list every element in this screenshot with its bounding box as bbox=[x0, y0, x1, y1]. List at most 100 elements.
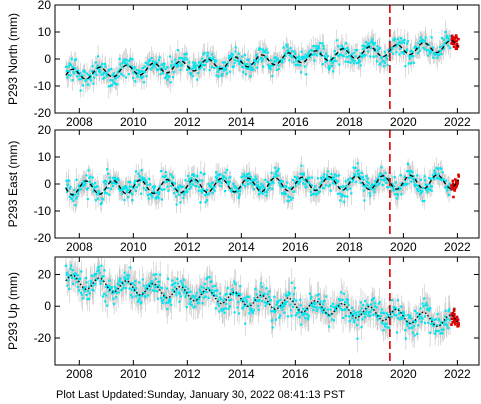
data-point bbox=[183, 190, 186, 193]
data-point bbox=[403, 175, 406, 179]
data-point bbox=[154, 277, 157, 281]
data-point bbox=[215, 59, 218, 62]
data-point bbox=[186, 68, 189, 71]
data-point bbox=[114, 179, 117, 182]
data-point bbox=[291, 50, 294, 53]
data-point bbox=[416, 52, 420, 55]
data-point bbox=[377, 302, 380, 305]
data-point bbox=[269, 182, 272, 185]
data-point bbox=[245, 173, 249, 176]
data-point bbox=[152, 187, 156, 190]
data-point bbox=[386, 186, 389, 189]
data-point bbox=[411, 326, 414, 329]
data-point bbox=[400, 51, 403, 54]
data-point bbox=[385, 178, 388, 181]
x-tick-label: 2022 bbox=[444, 240, 471, 254]
data-point bbox=[173, 187, 176, 190]
data-point bbox=[246, 63, 249, 66]
data-point bbox=[227, 183, 230, 186]
data-point bbox=[260, 60, 264, 63]
data-point bbox=[281, 308, 284, 311]
data-point bbox=[414, 321, 417, 324]
data-point bbox=[292, 178, 295, 182]
data-point bbox=[187, 291, 190, 294]
data-point bbox=[195, 185, 198, 188]
data-point bbox=[407, 316, 411, 319]
data-point bbox=[250, 308, 253, 311]
data-point bbox=[78, 74, 82, 77]
data-point bbox=[387, 180, 390, 183]
data-point bbox=[218, 292, 222, 295]
data-point bbox=[295, 59, 298, 62]
data-point bbox=[296, 312, 299, 315]
data-point bbox=[195, 291, 198, 295]
data-point bbox=[329, 189, 332, 192]
data-point bbox=[386, 64, 389, 67]
data-point bbox=[205, 188, 209, 192]
data-point bbox=[201, 292, 205, 295]
data-point bbox=[363, 315, 366, 319]
data-point bbox=[119, 277, 122, 280]
data-point bbox=[86, 297, 89, 301]
y-tick-label: 20 bbox=[38, 267, 52, 281]
data-point bbox=[443, 315, 447, 318]
data-point bbox=[107, 85, 110, 88]
data-point bbox=[83, 69, 86, 72]
data-point bbox=[275, 303, 278, 306]
data-point bbox=[209, 56, 212, 60]
data-point bbox=[102, 77, 105, 80]
data-point bbox=[139, 178, 143, 181]
data-point bbox=[360, 307, 363, 310]
data-point bbox=[78, 188, 81, 191]
data-point bbox=[354, 174, 357, 177]
data-point bbox=[143, 177, 146, 180]
data-point bbox=[344, 60, 347, 63]
data-point bbox=[372, 297, 376, 300]
data-point bbox=[227, 307, 230, 310]
data-point bbox=[102, 275, 105, 278]
data-point bbox=[318, 302, 321, 305]
data-point bbox=[181, 185, 184, 189]
data-point bbox=[397, 186, 400, 189]
data-point bbox=[332, 70, 335, 73]
data-point bbox=[337, 45, 340, 48]
data-point bbox=[186, 190, 189, 193]
data-point bbox=[437, 329, 440, 333]
data-point bbox=[308, 50, 311, 53]
data-point bbox=[399, 316, 403, 319]
data-point bbox=[90, 280, 93, 283]
data-point bbox=[410, 180, 413, 183]
data-point bbox=[347, 178, 350, 181]
data-point bbox=[172, 282, 175, 286]
data-point bbox=[68, 195, 71, 198]
data-point bbox=[299, 304, 302, 307]
data-point bbox=[355, 61, 359, 65]
data-point bbox=[192, 61, 195, 64]
data-point bbox=[426, 304, 429, 307]
data-point bbox=[400, 305, 403, 308]
data-point bbox=[105, 180, 108, 183]
data-point bbox=[215, 171, 218, 174]
data-point bbox=[447, 310, 450, 313]
data-point bbox=[122, 186, 125, 189]
data-point bbox=[72, 70, 75, 74]
data-point bbox=[118, 278, 121, 282]
y-tick-label: 0 bbox=[44, 299, 51, 313]
data-point bbox=[263, 190, 266, 194]
data-point bbox=[273, 60, 277, 63]
data-point bbox=[112, 297, 115, 300]
data-point bbox=[197, 71, 200, 75]
data-point bbox=[79, 291, 82, 294]
data-point bbox=[193, 178, 196, 181]
data-point bbox=[199, 67, 202, 70]
data-point bbox=[332, 319, 335, 322]
data-point bbox=[386, 326, 389, 329]
data-point bbox=[202, 53, 205, 56]
rapid-point bbox=[456, 318, 459, 322]
data-point bbox=[81, 297, 84, 300]
data-point bbox=[397, 188, 401, 191]
data-point bbox=[341, 194, 344, 197]
data-point bbox=[65, 179, 68, 182]
data-point bbox=[268, 187, 271, 190]
data-point bbox=[169, 81, 172, 84]
